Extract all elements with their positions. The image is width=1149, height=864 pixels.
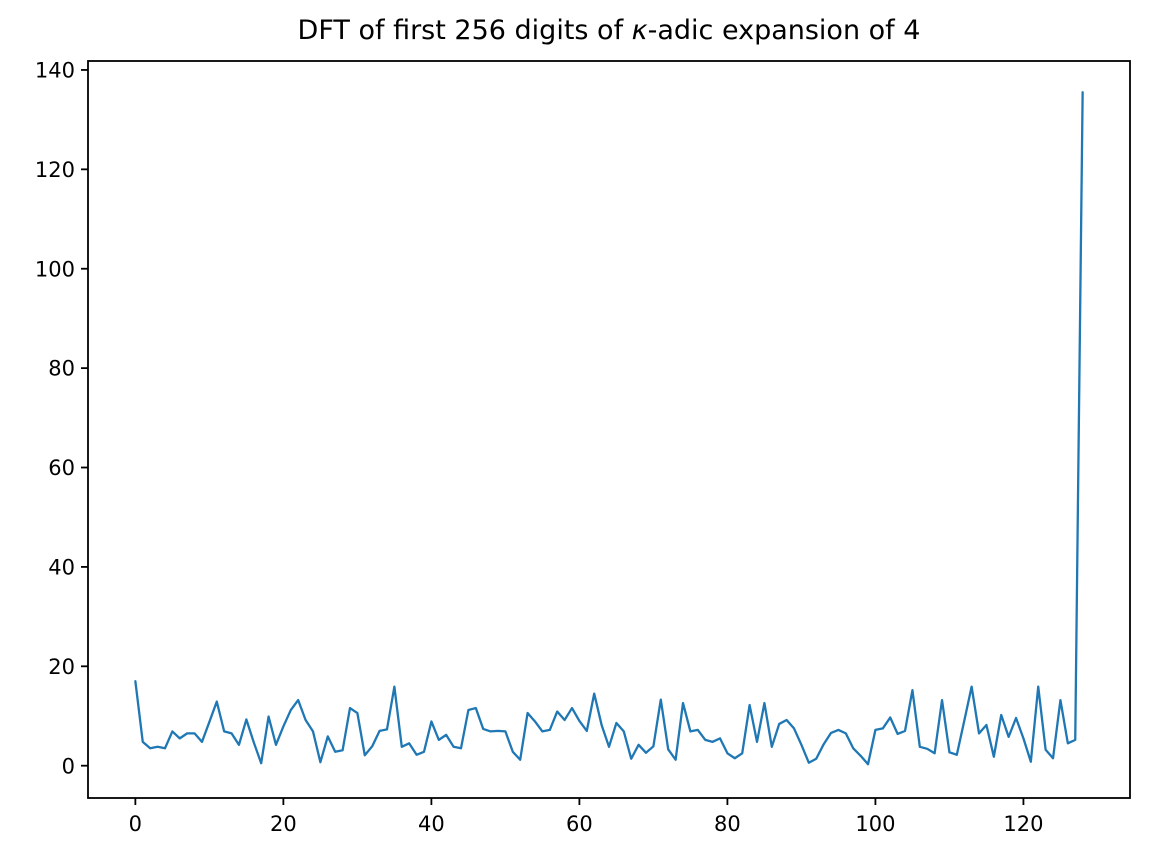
x-tick-label: 80 — [714, 812, 741, 836]
chart-title-suffix: -adic expansion of 4 — [647, 15, 921, 46]
y-tick-label: 140 — [35, 59, 75, 83]
dft-line — [134, 91, 1084, 766]
axes-box — [87, 60, 1131, 799]
x-tick-label: 100 — [855, 812, 895, 836]
x-tick-label: 120 — [1003, 812, 1043, 836]
chart-title-kappa: κ — [631, 15, 648, 46]
y-tick-label: 100 — [35, 257, 75, 281]
x-tick-label: 40 — [418, 812, 445, 836]
chart-title-prefix: DFT of first 256 digits of — [297, 15, 632, 46]
y-tick-label: 60 — [48, 456, 75, 480]
y-axis-ticks: 0 20 40 60 80 100 120 140 — [35, 59, 88, 778]
y-tick-label: 120 — [35, 158, 75, 182]
x-tick-label: 20 — [270, 812, 297, 836]
x-axis-ticks: 0 20 40 60 80 100 120 — [129, 798, 1043, 836]
x-tick-label: 60 — [566, 812, 593, 836]
y-tick-label: 40 — [48, 555, 75, 579]
y-tick-label: 0 — [62, 754, 75, 778]
y-tick-label: 80 — [48, 357, 75, 381]
y-tick-label: 20 — [48, 655, 75, 679]
chart-title: DFT of first 256 digits of κ-adic expans… — [88, 14, 1130, 48]
x-tick-label: 0 — [129, 812, 142, 836]
